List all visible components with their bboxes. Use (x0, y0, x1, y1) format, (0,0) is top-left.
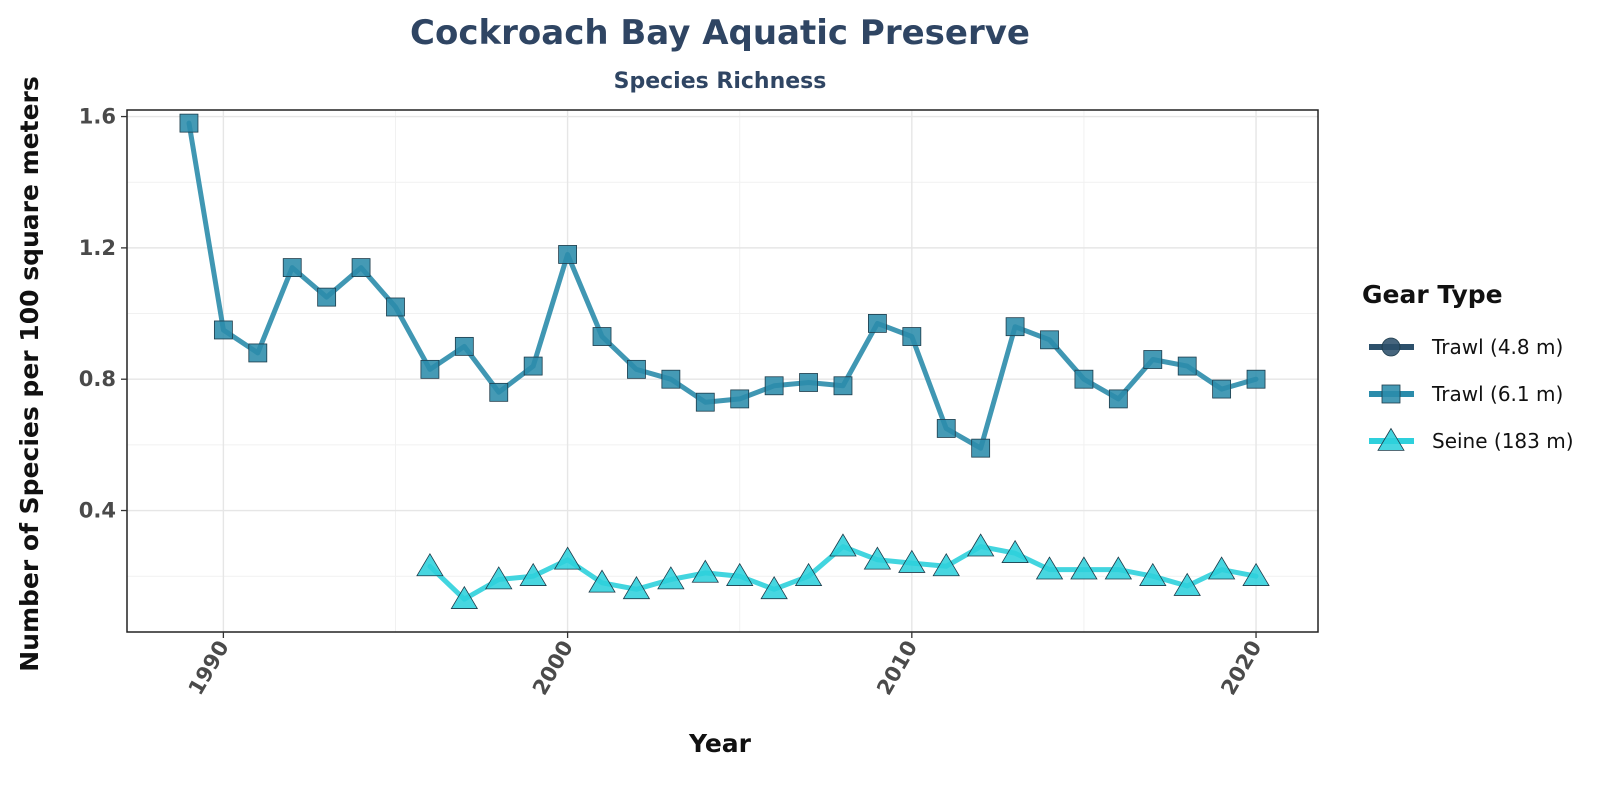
series-2-point (726, 562, 754, 586)
legend-label: Trawl (4.8 m) (1431, 335, 1563, 359)
series-1-point (971, 438, 991, 458)
series-1-point (282, 258, 302, 277)
legend-title: Gear Type (1362, 280, 1503, 309)
series-1-point (489, 382, 509, 402)
series-2-point (863, 546, 892, 570)
series-1-point (833, 376, 853, 396)
chart-title: Cockroach Bay Aquatic Preserve (410, 13, 1030, 53)
series-2-point (485, 566, 513, 590)
series-1-point (1212, 379, 1232, 399)
chart-subtitle: Species Richness (614, 69, 827, 94)
series-1-point (1040, 330, 1059, 350)
series-1-point (179, 113, 199, 133)
series-1-point (1074, 369, 1094, 389)
legend-label: Seine (183 m) (1432, 429, 1574, 453)
series-1-point (1143, 350, 1163, 369)
series-1-point (213, 320, 233, 340)
series-1-point (1177, 356, 1197, 376)
x-axis-title: Year (688, 729, 752, 758)
series-2-point (588, 569, 616, 593)
series-2-point (1139, 562, 1167, 586)
plot-panel-border (126, 109, 1319, 633)
series-2-point (794, 562, 823, 586)
series-1-point (661, 369, 681, 389)
series-1-point (523, 356, 543, 376)
series-2-point (657, 566, 685, 590)
series-1-point (248, 343, 268, 363)
legend-label: Trawl (6.1 m) (1431, 382, 1563, 406)
series-2 (416, 533, 1270, 609)
series-2-point (1104, 556, 1133, 580)
series-1-point (695, 392, 715, 412)
series-1-point (764, 376, 784, 396)
y-axis-title: Number of Species per 100 square meters (15, 76, 44, 672)
series-2-point (829, 533, 857, 557)
series-1-point (1005, 317, 1025, 337)
series-layer (179, 113, 1270, 609)
series-2-point (553, 546, 582, 570)
series-2-point (966, 533, 995, 557)
series-1-point (902, 327, 922, 346)
series-1-point (1108, 389, 1128, 409)
legend-key-marker (1377, 427, 1405, 451)
y-tick-label: 1.2 (79, 236, 116, 260)
series-1-point (730, 389, 750, 409)
series-2-point (519, 562, 547, 586)
grid-layer (127, 110, 1318, 632)
series-2-point (932, 553, 960, 577)
series-2-point (1035, 556, 1064, 580)
y-tick-label: 0.8 (79, 367, 116, 391)
series-1-point (558, 245, 578, 264)
series-1-point (936, 419, 956, 438)
series-2-point (1242, 562, 1270, 586)
series-2-point (1207, 556, 1236, 580)
series-2-point (1001, 539, 1029, 563)
series-1-point (627, 359, 646, 379)
series-1 (179, 113, 1266, 458)
series-2-point (1070, 556, 1098, 580)
series-2-point (760, 576, 788, 600)
series-1-point (867, 313, 887, 333)
series-2-point (691, 559, 719, 583)
series-1-point (799, 373, 818, 392)
series-1-point (420, 359, 440, 379)
legend-key-marker (1381, 337, 1401, 357)
y-tick-label: 1.6 (79, 105, 116, 129)
series-2-point (622, 576, 651, 600)
series-2-point (1173, 572, 1201, 596)
series-1-point (386, 297, 405, 317)
legend-items: Trawl (4.8 m) Trawl (6.1 m) Seine (183 m) (1369, 335, 1574, 453)
legend-item-2: Seine (183 m) (1369, 427, 1574, 453)
series-1-point (351, 258, 371, 277)
legend-item-0: Trawl (4.8 m) (1369, 335, 1563, 359)
series-1-point (454, 336, 474, 356)
y-tick-label: 0.4 (79, 499, 116, 523)
series-2-point (450, 585, 479, 609)
legend: Gear Type Trawl (4.8 m) Trawl (6.1 m) Sein… (1362, 280, 1574, 453)
series-1-point (592, 327, 612, 346)
series-2-point (898, 549, 926, 573)
series-1-point (1246, 369, 1266, 389)
series-2-point (416, 553, 444, 577)
legend-key-marker (1381, 384, 1401, 404)
series-1-point (317, 287, 337, 307)
legend-item-1: Trawl (6.1 m) (1369, 382, 1563, 406)
